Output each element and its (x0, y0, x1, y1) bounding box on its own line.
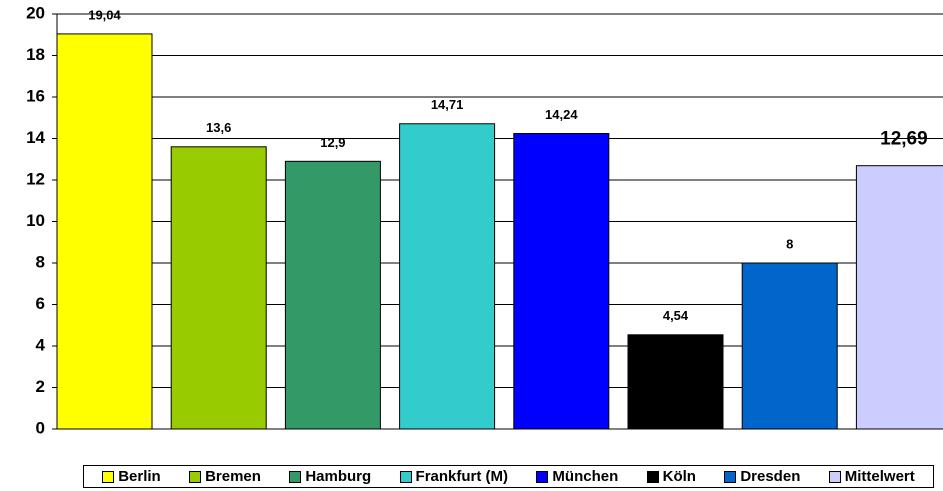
y-tick-label: 6 (36, 294, 45, 313)
bar (399, 123, 496, 430)
bar (627, 334, 724, 430)
legend-label: Dresden (740, 468, 801, 485)
data-label: 13,6 (206, 120, 231, 135)
legend-swatch (399, 470, 412, 483)
legend-item: Dresden (724, 468, 800, 485)
data-label: 4,54 (663, 308, 689, 323)
y-tick-label: 20 (26, 3, 45, 22)
bar (741, 262, 838, 430)
y-tick-label: 10 (26, 211, 45, 230)
bar (513, 133, 610, 430)
legend-swatch (289, 470, 302, 483)
y-tick-label: 12 (26, 169, 45, 188)
legend-swatch (102, 470, 115, 483)
legend-label: Berlin (118, 468, 161, 485)
legend-label: München (552, 468, 619, 485)
legend-label: Bremen (205, 468, 261, 485)
legend-label: Mittelwert (844, 468, 915, 485)
legend-label: Frankfurt (M) (415, 468, 509, 485)
legend-item: Berlin (102, 468, 161, 485)
legend-label: Köln (662, 468, 696, 485)
data-label: 8 (786, 236, 793, 251)
legend: Berlin Bremen Hamburg Frankfurt (M) München K… (83, 465, 934, 488)
legend-swatch (646, 470, 659, 483)
y-tick-label: 0 (36, 418, 45, 437)
y-tick-label: 18 (26, 45, 45, 64)
legend-item: Frankfurt (M) (399, 468, 509, 485)
legend-item: Hamburg (289, 468, 371, 485)
data-label: 12,69 (880, 129, 928, 150)
y-tick-label: 16 (26, 86, 45, 105)
data-label: 19,04 (88, 7, 121, 22)
y-tick-label: 8 (36, 252, 45, 271)
legend-item: München (536, 468, 618, 485)
data-label: 14,24 (545, 107, 578, 122)
data-label: 12,9 (320, 135, 345, 150)
data-label: 14,71 (431, 97, 464, 112)
legend-item: Mittelwert (828, 468, 915, 485)
legend-label: Hamburg (305, 468, 372, 485)
legend-swatch (536, 470, 549, 483)
y-tick-label: 4 (36, 335, 46, 354)
legend-swatch (724, 470, 737, 483)
bar (170, 146, 267, 430)
bar (855, 165, 943, 430)
legend-swatch (828, 470, 841, 483)
legend-swatch (189, 470, 202, 483)
bar (284, 160, 381, 430)
bar (56, 33, 153, 430)
legend-item: Köln (646, 468, 696, 485)
y-tick-label: 14 (26, 128, 45, 147)
legend-item: Bremen (189, 468, 261, 485)
y-tick-label: 2 (36, 377, 45, 396)
